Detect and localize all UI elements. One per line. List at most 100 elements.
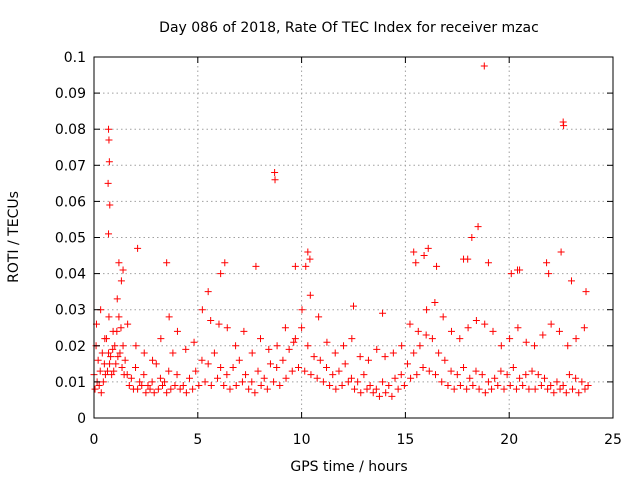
data-point [472,367,480,375]
data-point [220,382,228,390]
data-point [185,374,193,382]
data-point [190,338,198,346]
data-point [506,335,514,343]
data-point [347,374,355,382]
data-point [298,306,306,314]
data-point [104,179,112,187]
data-point [503,371,511,379]
data-point [397,371,405,379]
data-point [119,266,127,274]
data-point [114,353,122,361]
data-point [313,374,321,382]
data-point [106,201,114,209]
data-point [581,385,589,393]
data-point [99,378,107,386]
data-point [547,320,555,328]
data-point [279,356,287,364]
data-point [509,363,517,371]
data-point [480,62,488,70]
data-point [195,382,203,390]
data-point [112,360,120,368]
data-point [270,378,278,386]
data-point [146,385,154,393]
chart-title: Day 086 of 2018, Rate Of TEC Index for r… [159,20,539,36]
data-point [265,345,273,353]
data-point [101,371,109,379]
data-point [316,356,324,364]
data-point [394,385,402,393]
data-point [497,342,505,350]
data-point [140,349,148,357]
data-point [173,327,181,335]
x-tick-label: 5 [193,432,202,448]
data-point [481,320,489,328]
data-point [428,335,436,343]
data-point [223,324,231,332]
data-point [96,367,104,375]
data-point [363,385,371,393]
data-point [252,262,260,270]
data-point [229,363,237,371]
data-point [456,382,464,390]
data-point [543,259,551,267]
data-point [369,389,377,397]
data-point [338,382,346,390]
data-point [148,378,156,386]
data-point [217,270,225,278]
data-point [132,363,140,371]
data-point [117,277,125,285]
data-point [108,371,116,379]
data-point [559,382,567,390]
data-point [144,382,152,390]
data-point [366,382,374,390]
data-point [256,335,264,343]
data-point [407,374,415,382]
x-axis-label: GPS time / hours [290,459,407,475]
data-point [410,349,418,357]
data-point [450,385,458,393]
data-point [398,342,406,350]
data-point [282,374,290,382]
data-point [385,382,393,390]
data-point [266,360,274,368]
data-point [306,291,314,299]
data-point [154,385,162,393]
data-point [422,331,430,339]
data-point [567,277,575,285]
data-point [189,385,197,393]
data-point [516,374,524,382]
data-point [310,353,318,361]
data-point [150,389,158,397]
y-tick-labels: 0 0.01 0.02 0.03 0.04 0.05 0.06 0.07 0.08 0.09 0.1 [55,50,86,427]
data-point [475,385,483,393]
data-point [98,349,106,357]
y-tick-label: 0.07 [55,158,86,174]
data-point [263,385,271,393]
y-tick-label: 0.05 [55,231,86,247]
data-point [344,378,352,386]
data-point [210,349,218,357]
data-point [410,248,418,256]
data-point [580,324,588,332]
y-tick-label: 0.04 [55,267,86,283]
x-tick-label: 15 [396,432,414,448]
data-point [550,389,558,397]
data-point [109,327,117,335]
data-point [357,389,365,397]
data-point [456,335,464,343]
data-point [332,385,340,393]
data-point [132,342,140,350]
data-point [125,382,133,390]
y-tick-label: 0.01 [55,375,86,391]
data-point [569,385,577,393]
data-point [472,317,480,325]
data-point [115,259,123,267]
data-point [285,345,293,353]
y-tick-label: 0 [77,411,86,427]
data-point [235,356,243,364]
data-point [281,324,289,332]
data-point [116,349,124,357]
data-point [388,392,396,400]
y-tick-label: 0.09 [55,86,86,102]
